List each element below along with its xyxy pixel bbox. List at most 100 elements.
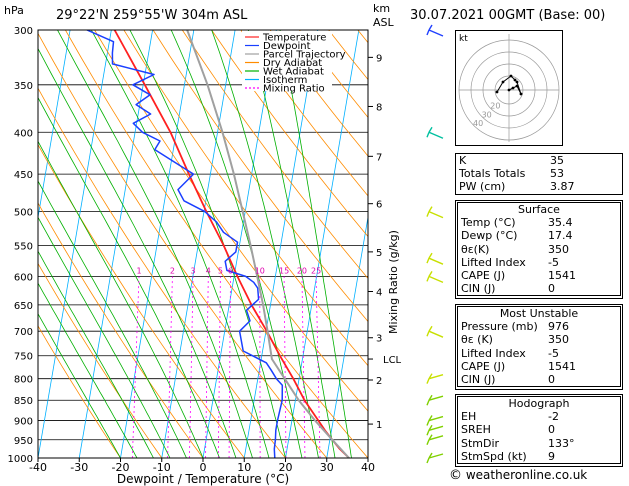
table-row: EH -2 <box>458 410 620 423</box>
surface-section: Surface Temp (°C) 35.4 Dewp (°C) 17.4 θε(K) 3… <box>455 200 623 300</box>
x-tick-label: 40 <box>361 461 375 474</box>
table-row: PW (cm) 3.87 <box>456 180 622 193</box>
mixing-ratio-label: 25 <box>311 266 321 275</box>
surface-title: Surface <box>518 203 560 216</box>
copyright-text: weatheronline.co.uk <box>465 468 588 482</box>
mixing-ratio-label: 2 <box>170 266 175 275</box>
table-row: θε(K) 350 <box>458 243 620 256</box>
most-unstable-section: Most Unstable Pressure (mb) 976 θε (K) 350 L… <box>455 304 623 391</box>
km-tick-label: 7 <box>376 152 382 163</box>
row-label: CAPE (J) <box>461 268 506 282</box>
mixing-ratio-line <box>131 276 140 458</box>
pressure-tick-label: 1000 <box>8 454 33 465</box>
dry-adiabat-line <box>94 30 368 412</box>
pressure-tick-label: 750 <box>14 352 33 363</box>
wind-barb <box>426 424 444 436</box>
row-label: Pressure (mb) <box>461 320 538 334</box>
wet-adiabat-line <box>279 30 352 458</box>
km-tick-label: 5 <box>376 248 382 259</box>
most-unstable-title: Most Unstable <box>499 307 579 320</box>
dry-adiabat-line <box>152 30 368 323</box>
row-label: Dewp (°C) <box>461 229 518 243</box>
row-value: 9 <box>548 449 555 463</box>
parcel-trajectory-line <box>186 30 350 458</box>
table-row: θε (K) 350 <box>458 333 620 346</box>
hodograph-ring-label: 30 <box>482 110 492 119</box>
wet-adiabat-line <box>38 140 204 458</box>
pressure-tick-label: 350 <box>14 81 33 92</box>
dry-adiabat-line <box>38 262 163 458</box>
hodograph-point <box>507 88 511 92</box>
row-label: PW (cm) <box>459 180 506 194</box>
table-row: StmSpd (kt) 9 <box>458 450 620 463</box>
mixing-ratio-line <box>283 276 287 458</box>
row-label: θε (K) <box>461 333 493 347</box>
pressure-tick-label: 300 <box>14 26 33 37</box>
mixing-ratio-label: 1 <box>136 266 141 275</box>
x-tick-label: -20 <box>112 461 130 474</box>
row-label: Lifted Index <box>461 255 526 269</box>
wind-barb <box>426 394 444 406</box>
isotherm-line <box>38 30 112 458</box>
km-tick-label: 2 <box>376 376 382 387</box>
mixing-ratio-line <box>301 276 306 458</box>
hodograph-point <box>515 80 519 84</box>
mixing-ratio-line <box>205 276 209 458</box>
row-label: θε(K) <box>461 242 490 256</box>
km-tick-label: 6 <box>376 200 382 211</box>
hodograph-point <box>495 90 499 94</box>
wind-barb <box>426 24 444 37</box>
x-tick-label: 30 <box>320 461 334 474</box>
table-row: CIN (J) 0 <box>458 373 620 386</box>
dry-adiabat-line <box>38 87 286 458</box>
pressure-tick-label: 800 <box>14 375 33 386</box>
row-value: 133° <box>548 436 575 450</box>
hpa-label: hPa <box>4 4 24 17</box>
table-row: Dewp (°C) 17.4 <box>458 229 620 242</box>
wind-barb <box>426 252 444 265</box>
hodograph-unit-label: kt <box>459 34 468 44</box>
isotherm-line <box>243 30 318 458</box>
wind-barb <box>426 271 444 284</box>
mixing-ratio-label: 3 <box>191 266 196 275</box>
table-row: CAPE (J) 1541 <box>458 360 620 373</box>
wind-barb <box>426 434 444 446</box>
row-value: -5 <box>548 255 559 269</box>
hodograph-ring-label: 40 <box>473 119 483 128</box>
table-row: Lifted Index -5 <box>458 347 620 360</box>
table-row: K 35 <box>456 154 622 167</box>
pressure-tick-label: 900 <box>14 417 33 428</box>
km-tick-label: 1 <box>376 420 382 431</box>
row-value: 53 <box>550 167 564 181</box>
row-label: StmSpd (kt) <box>461 449 527 463</box>
dry-adiabat-line <box>38 143 245 458</box>
dry-adiabat-line <box>240 30 368 197</box>
row-label: CIN (J) <box>461 372 496 386</box>
copyright-footer: © weatheronline.co.uk <box>449 468 587 483</box>
table-row: Temp (°C) 35.4 <box>458 216 620 229</box>
wet-adiabat-line <box>170 30 303 458</box>
legend-entry: Parcel Trajectory <box>263 50 346 61</box>
x-tick-label: 10 <box>237 461 251 474</box>
pressure-tick-label: 450 <box>14 170 33 181</box>
dry-adiabat-line <box>38 202 204 458</box>
hodograph-point <box>513 78 517 82</box>
isotherm-line <box>78 30 153 458</box>
row-value: 0 <box>548 282 555 296</box>
isotherm-line <box>202 30 277 458</box>
legend-entry: Wet Adiabat <box>263 67 324 78</box>
dewpoint-line <box>86 30 284 458</box>
legend-entry: Temperature <box>262 33 326 44</box>
x-axis-label: Dewpoint / Temperature (°C) <box>117 472 289 486</box>
mixing-ratio-axis-label: Mixing Ratio (g/kg) <box>387 230 400 334</box>
wet-adiabat-line <box>38 216 171 458</box>
km-label: km <box>373 2 390 15</box>
isotherm-line <box>326 214 368 458</box>
row-value: 976 <box>548 320 569 334</box>
isotherm-line <box>161 30 236 458</box>
wind-barb <box>426 373 444 384</box>
mixing-ratio-label: 4 <box>206 266 211 275</box>
wet-adiabat-line <box>129 30 286 458</box>
row-label: Totals Totals <box>459 167 526 181</box>
